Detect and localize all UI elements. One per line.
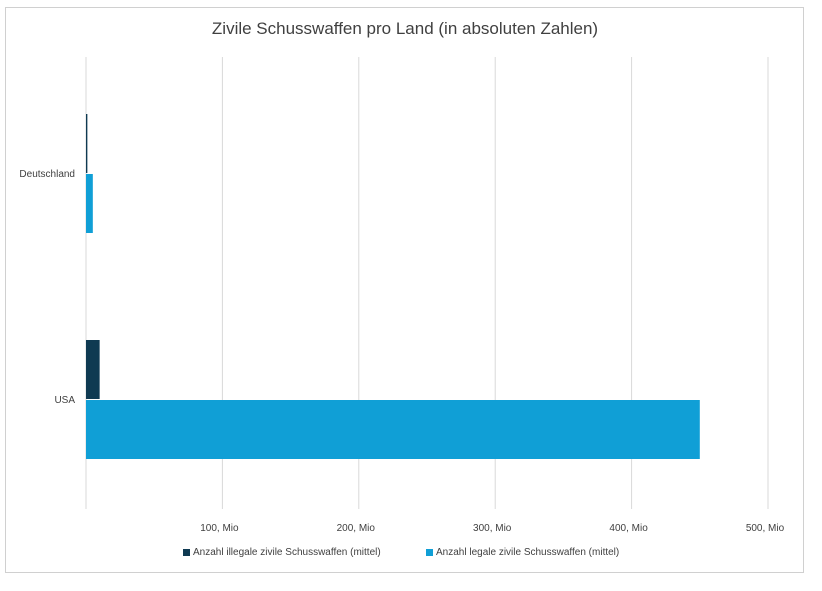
legend-label-legal: Anzahl legale zivile Schusswaffen (mitte… xyxy=(436,547,620,558)
x-tick-label: 300, Mio xyxy=(473,523,512,534)
x-tick-label: 400, Mio xyxy=(609,523,648,534)
legend-item-illegal: Anzahl illegale zivile Schusswaffen (mit… xyxy=(183,547,381,558)
x-tick-label: 200, Mio xyxy=(337,523,376,534)
legend-swatch-illegal xyxy=(183,549,190,556)
category-label-usa: USA xyxy=(54,395,75,406)
category-labels: Deutschland USA xyxy=(19,169,75,406)
bar-usa-series-1 xyxy=(86,340,100,399)
bar-deutschland-series-1 xyxy=(86,114,88,173)
category-label-deutschland: Deutschland xyxy=(19,169,75,180)
bar-usa-series-2 xyxy=(86,400,700,459)
legend: Anzahl illegale zivile Schusswaffen (mit… xyxy=(0,547,822,563)
legend-label-illegal: Anzahl illegale zivile Schusswaffen (mit… xyxy=(193,547,381,558)
x-tick-label: 100, Mio xyxy=(200,523,239,534)
legend-item-legal: Anzahl legale zivile Schusswaffen (mitte… xyxy=(426,547,619,558)
chart-title: Zivile Schusswaffen pro Land (in absolut… xyxy=(211,19,599,38)
legend-swatch-legal xyxy=(426,549,433,556)
bars xyxy=(86,114,700,459)
x-tick-labels: 100, Mio 200, Mio 300, Mio 400, Mio 500, Mio xyxy=(200,523,784,534)
bar-deutschland-series-2 xyxy=(86,174,93,233)
x-tick-label: 500, Mio xyxy=(746,523,785,534)
chart-frame xyxy=(5,7,804,573)
